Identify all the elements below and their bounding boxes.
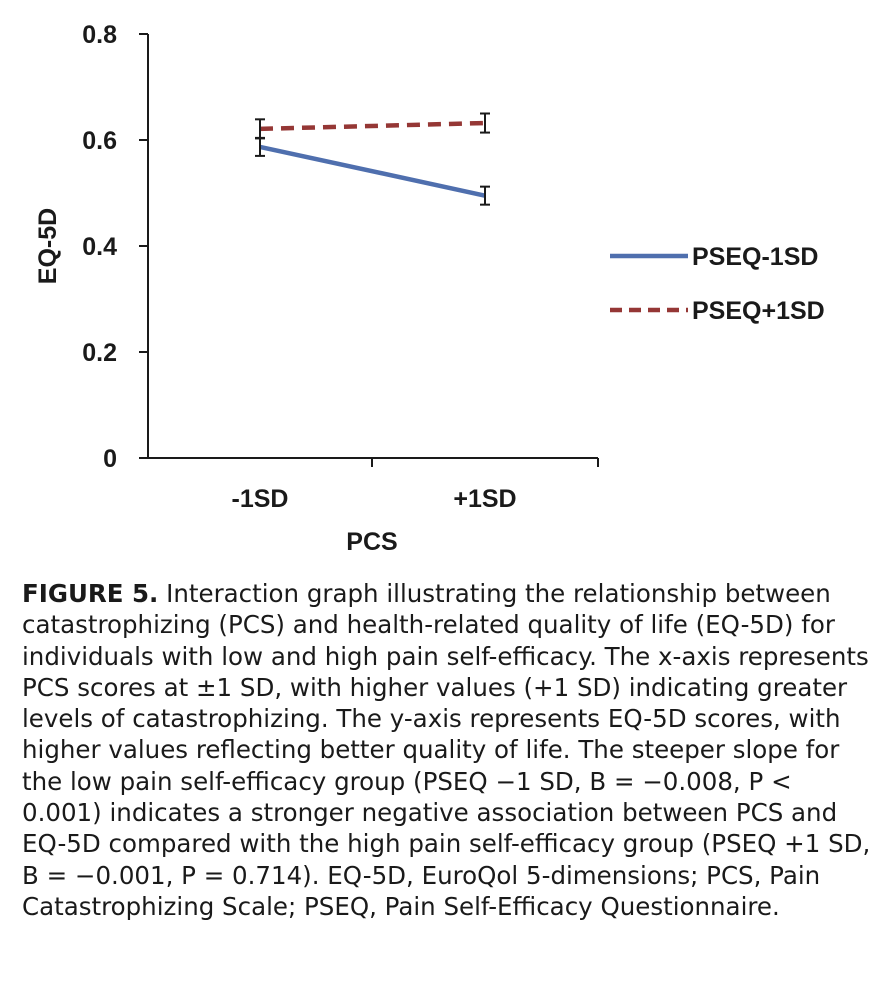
y-tick-label: 0.6 [82, 127, 117, 155]
x-tick-label: -1SD [232, 485, 289, 513]
series-0 [255, 136, 490, 206]
y-tick-label: 0.4 [82, 233, 117, 261]
chart-axes [147, 34, 599, 467]
interaction-chart: 00.20.40.60.8 -1SD +1SD PSEQ-1SDPSEQ+1SD … [34, 21, 825, 556]
series-layer [255, 112, 490, 206]
series-1 [255, 112, 490, 140]
series-line [259, 144, 486, 198]
x-axis-ticks: -1SD +1SD [232, 485, 517, 513]
legend-label: PSEQ+1SD [692, 297, 825, 325]
figure-caption: FIGURE 5. Interaction graph illustrating… [22, 578, 874, 922]
legend-label: PSEQ-1SD [692, 243, 818, 271]
x-tick-label: +1SD [453, 485, 516, 513]
y-axis-ticks: 0 0.2 0.4 0.6 0.8 [82, 21, 148, 473]
y-tick-label: 0 [103, 445, 117, 473]
y-axis-label: EQ-5D [34, 208, 62, 284]
y-tick-label: 0.2 [82, 339, 117, 367]
caption-text: Interaction graph illustrating the relat… [22, 579, 871, 921]
x-axis-label: PCS [346, 528, 397, 556]
y-tick-label: 0.8 [82, 21, 117, 49]
series-line [259, 120, 486, 132]
figure-label: FIGURE 5. [22, 579, 159, 608]
chart-legend: PSEQ-1SD PSEQ+1SD [610, 243, 825, 325]
